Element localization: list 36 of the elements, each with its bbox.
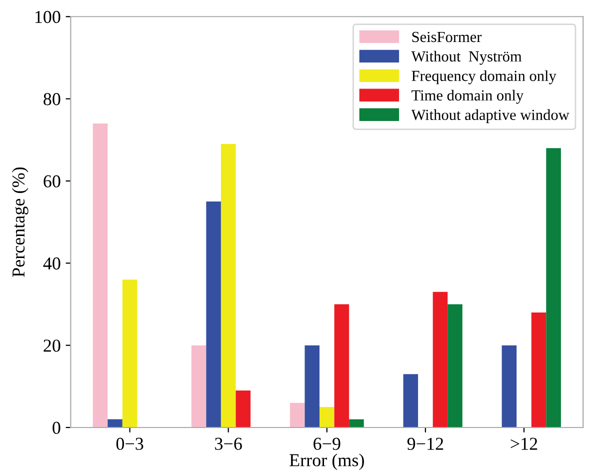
y-axis-title: Percentage (%) bbox=[12, 167, 28, 277]
legend-label: SeisFormer bbox=[412, 32, 482, 42]
bar bbox=[502, 345, 517, 428]
bar bbox=[304, 345, 320, 428]
bar bbox=[334, 304, 350, 428]
y-tick-label: 100 bbox=[35, 10, 60, 24]
y-tick-label: 0 bbox=[52, 422, 60, 434]
x-axis-title: Error (ms) bbox=[290, 454, 364, 470]
x-tick-label: >12 bbox=[510, 438, 538, 450]
bar bbox=[92, 123, 108, 428]
x-tick-label: 6−9 bbox=[314, 438, 340, 450]
y-tick-label: 60 bbox=[44, 175, 60, 188]
legend-label: Time domain only bbox=[412, 90, 524, 104]
legend-label: Without adaptive window bbox=[411, 109, 570, 124]
bar bbox=[220, 144, 236, 428]
y-tick-label: 80 bbox=[44, 93, 60, 106]
bar bbox=[531, 312, 546, 428]
legend-label: Without Nyström bbox=[411, 50, 522, 65]
legend-label: Frequency domain only bbox=[412, 70, 556, 84]
bar bbox=[448, 304, 462, 428]
bar bbox=[320, 406, 334, 428]
x-tick-label: 0−3 bbox=[116, 438, 144, 450]
bar bbox=[403, 374, 418, 428]
bar bbox=[236, 390, 251, 428]
y-tick-label: 40 bbox=[43, 257, 60, 270]
bar bbox=[191, 345, 206, 428]
x-tick-label: 9−12 bbox=[407, 438, 444, 450]
bar bbox=[290, 402, 305, 428]
bar bbox=[122, 280, 138, 428]
bar bbox=[108, 419, 122, 428]
bar bbox=[546, 148, 561, 428]
bar bbox=[432, 292, 448, 428]
bar bbox=[349, 419, 364, 428]
x-tick-label: 3−6 bbox=[215, 438, 242, 450]
y-tick-label: 20 bbox=[44, 340, 60, 352]
bar bbox=[206, 202, 221, 428]
